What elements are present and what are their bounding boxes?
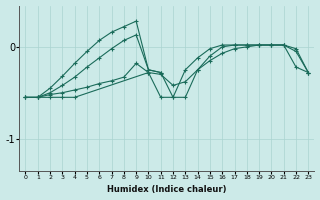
X-axis label: Humidex (Indice chaleur): Humidex (Indice chaleur) xyxy=(107,185,227,194)
